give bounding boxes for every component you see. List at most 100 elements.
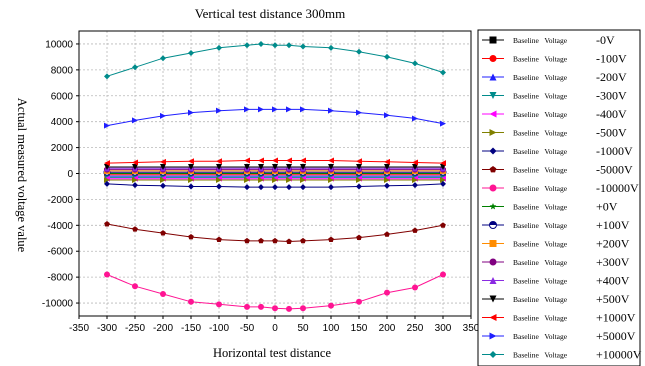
x-tick-label: -50 <box>240 323 255 334</box>
legend-marker <box>489 314 497 321</box>
legend-label: Baseline Voltage <box>513 295 568 304</box>
legend-item: Baseline Voltage -500V <box>482 126 627 140</box>
x-tick-label: -200 <box>153 323 173 334</box>
legend-value: +100V <box>596 218 630 232</box>
data-point <box>272 42 278 49</box>
legend-label: Baseline Voltage <box>513 314 568 323</box>
legend-value: +0V <box>596 200 618 214</box>
data-point <box>328 157 334 164</box>
data-point <box>132 64 138 71</box>
y-tick-label: -4000 <box>47 221 73 232</box>
legend-marker <box>489 92 497 99</box>
legend-label: Baseline Voltage <box>513 73 568 82</box>
data-point <box>188 176 194 183</box>
data-point <box>104 180 110 187</box>
data-point <box>160 290 166 297</box>
legend-value: -200V <box>596 70 627 84</box>
data-point <box>384 176 390 183</box>
x-tick-label: 300 <box>435 323 452 334</box>
data-point <box>104 271 110 278</box>
data-point <box>188 109 194 116</box>
data-point <box>286 238 292 244</box>
data-point <box>132 117 138 124</box>
data-point <box>384 231 390 237</box>
data-point <box>244 303 250 310</box>
data-point <box>258 176 264 183</box>
legend-marker <box>489 73 497 81</box>
data-point <box>244 106 250 113</box>
data-point <box>216 164 222 171</box>
legend-item: Baseline Voltage -10000V <box>482 181 639 195</box>
x-tick-label: 100 <box>323 323 340 334</box>
data-point <box>286 164 292 171</box>
data-point <box>160 112 166 119</box>
data-point <box>300 305 306 312</box>
data-point <box>244 184 250 191</box>
data-point <box>300 157 306 164</box>
legend-item: Baseline Voltage -1000V <box>482 144 633 158</box>
legend-value: -300V <box>596 89 627 103</box>
legend-value: -0V <box>596 33 615 47</box>
data-point <box>132 226 138 232</box>
data-point <box>328 107 334 114</box>
data-point <box>300 43 306 50</box>
data-point <box>412 227 418 233</box>
x-tick-label: 350 <box>463 323 480 334</box>
legend-marker <box>489 166 497 173</box>
data-point <box>258 184 264 191</box>
legend-value: -400V <box>596 107 627 121</box>
legend-item: Baseline Voltage +500V <box>482 292 630 306</box>
data-point <box>188 233 194 240</box>
legend-label: Baseline Voltage <box>513 92 568 101</box>
legend-item: Baseline Voltage -5000V <box>482 163 633 177</box>
data-point <box>132 283 138 290</box>
legend-box <box>477 29 641 366</box>
legend-label: Baseline Voltage <box>513 332 568 341</box>
data-point <box>258 40 264 47</box>
y-tick-label: 4000 <box>51 117 74 128</box>
legend-label: Baseline Voltage <box>513 110 568 119</box>
data-point <box>272 106 278 113</box>
data-point <box>356 234 362 241</box>
legend-marker <box>489 258 497 266</box>
x-tick-label: -250 <box>125 323 145 334</box>
legend-marker <box>489 55 497 62</box>
legend-label: Baseline Voltage <box>513 277 568 286</box>
data-point <box>160 230 166 236</box>
data-point <box>356 164 362 171</box>
data-point <box>188 183 194 190</box>
legend-value: +10000V <box>596 348 642 362</box>
legend-value: +400V <box>596 274 630 288</box>
series-18 <box>104 40 446 80</box>
data-point <box>132 159 138 166</box>
data-point <box>440 160 446 167</box>
legend-marker <box>489 147 497 155</box>
legend-item: Baseline Voltage -300V <box>482 89 627 103</box>
data-point <box>216 107 222 114</box>
data-point <box>188 164 194 171</box>
legend-value: -100V <box>596 52 627 66</box>
x-tick-label: -150 <box>181 323 201 334</box>
data-point <box>244 164 250 171</box>
data-point <box>286 184 292 191</box>
data-point <box>356 176 362 183</box>
legend-item: Baseline Voltage +10000V <box>482 348 642 362</box>
data-point <box>328 236 334 242</box>
y-tick-label: -8000 <box>47 273 73 284</box>
data-point <box>356 158 362 165</box>
data-point <box>272 184 278 191</box>
data-point <box>286 157 292 164</box>
legend-label: Baseline Voltage <box>513 184 568 193</box>
data-point <box>384 164 390 171</box>
legend-item: Baseline Voltage +100V <box>482 218 630 232</box>
series-9 <box>104 271 446 312</box>
data-point <box>160 176 166 183</box>
data-point <box>216 44 222 51</box>
legend-marker <box>489 184 497 192</box>
data-point <box>356 109 362 116</box>
data-point <box>412 182 418 189</box>
legend-value: +300V <box>596 255 630 269</box>
data-point <box>286 42 292 49</box>
data-point <box>258 164 264 171</box>
x-tick-label: -350 <box>69 323 89 334</box>
